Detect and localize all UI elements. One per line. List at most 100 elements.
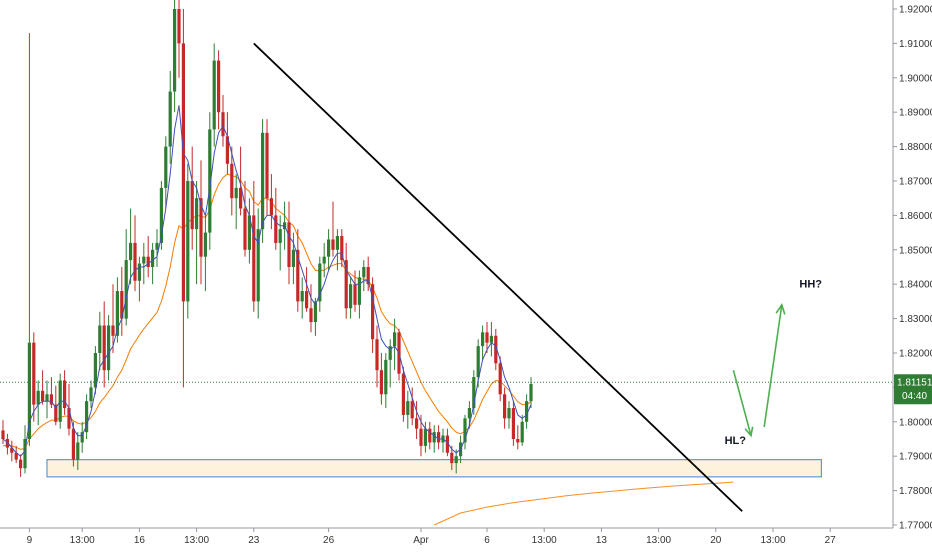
candle-body-down [54,404,58,422]
candle-body-up [107,325,111,371]
time-tick-label: 23 [248,535,260,546]
candle-body-up [142,256,146,264]
candle-body-up [393,332,397,347]
current-price-value: 1.81151 [897,378,932,389]
candle-body-down [366,267,370,285]
candle-body-up [467,408,471,419]
candle-body-up [80,432,84,443]
annotation-hl: HL? [725,435,747,447]
candle-body-down [32,342,36,405]
candle-body-down [199,198,203,257]
annotation-hh: HH? [799,279,822,291]
projection-arrowhead-down [744,426,754,438]
candle-body-down [410,401,414,419]
candle-body-up [423,428,427,446]
candle-body-up [463,418,467,443]
candle-body-down [120,291,124,319]
price-tick-label: 1.87000 [899,177,932,188]
candle-body-down [190,181,194,230]
price-tick-label: 1.85000 [899,245,932,256]
candle-body-down [401,373,405,415]
time-tick-label: 13:00 [760,535,785,546]
projection-arrowhead-up [775,303,786,315]
price-tick-label: 1.79000 [899,452,932,463]
candle-body-up [318,263,322,302]
candle-body-down [428,428,432,443]
candle-body-down [415,418,419,429]
candle-body-up [256,229,260,302]
candle-body-up [208,129,212,233]
candle-body-down [221,112,225,137]
time-tick-label: 13:00 [532,535,557,546]
candle-body-up [195,198,199,230]
candle-body-up [164,146,168,188]
candle-body-up [454,456,458,464]
candle-body-down [371,284,375,340]
candle-body-down [217,60,221,113]
price-tick-label: 1.86000 [899,211,932,222]
candle-body-up [357,277,361,305]
candle-body-down [340,236,344,261]
candle-body-down [296,249,300,302]
candle-body-up [525,401,529,422]
candle-body-down [375,339,379,371]
time-tick-label: 13:00 [184,535,209,546]
candle-body-up [76,442,80,460]
candle-body-up [291,249,295,267]
candle-body-down [450,452,454,464]
candle-body-down [511,408,515,439]
time-tick-label: 27 [825,535,837,546]
bar-countdown: 04:40 [902,391,927,402]
projection-arrow-down-leg [732,369,752,436]
candle-body-up [36,390,40,405]
candle-body-down [331,239,335,250]
candle-body-down [353,284,357,305]
candle-body-down [498,363,502,395]
price-tick-label: 1.84000 [899,280,932,291]
price-tick-label: 1.88000 [899,142,932,153]
time-tick-label: Apr [413,535,429,546]
candle-body-up [388,346,392,360]
candle-body-up [203,232,207,257]
support-zone-layer [46,459,823,478]
candle-body-down [146,256,150,267]
time-tick-label: 13:00 [70,535,95,546]
time-tick-label: 20 [710,535,722,546]
price-tick-label: 1.83000 [899,314,932,325]
candle-body-up [85,401,89,433]
time-tick-label: 16 [134,535,146,546]
projection-arrow-layer [732,303,786,438]
candle-body-down [5,439,9,448]
candle-body-up [507,408,511,419]
candle-body-down [177,9,181,44]
fast-moving-average-line [2,105,532,457]
candle-body-down [67,408,71,429]
time-axis[interactable]: 9 13:00 16 13:00 23 26 Apr 6 13:00 13 13:00 20 13:00… [0,527,893,546]
price-tick-label: 1.91000 [899,39,932,50]
candle-body-down [63,380,67,409]
candle-body-down [265,132,269,199]
candle-body-up [322,256,326,264]
candle-body-down [49,394,53,405]
candle-body-down [1,430,5,439]
candle-body-down [133,242,137,281]
candle-body-down [437,432,441,443]
candle-body-up [45,394,49,402]
long-ma-layer [433,481,734,526]
candle-body-up [173,9,177,92]
candle-body-up [261,132,265,230]
candle-body-up [313,301,317,323]
trendline-layer [253,42,743,512]
candle-body-down [274,215,278,243]
candle-body-down [269,198,273,216]
candle-body-up [89,387,93,402]
candle-body-up [186,181,190,302]
price-tag-layer: 1.81151 04:40 [894,374,932,405]
candle-body-down [344,260,348,309]
price-tick-label: 1.92000 [899,5,932,16]
candle-body-up [472,377,476,409]
candle-body-up [155,242,159,250]
